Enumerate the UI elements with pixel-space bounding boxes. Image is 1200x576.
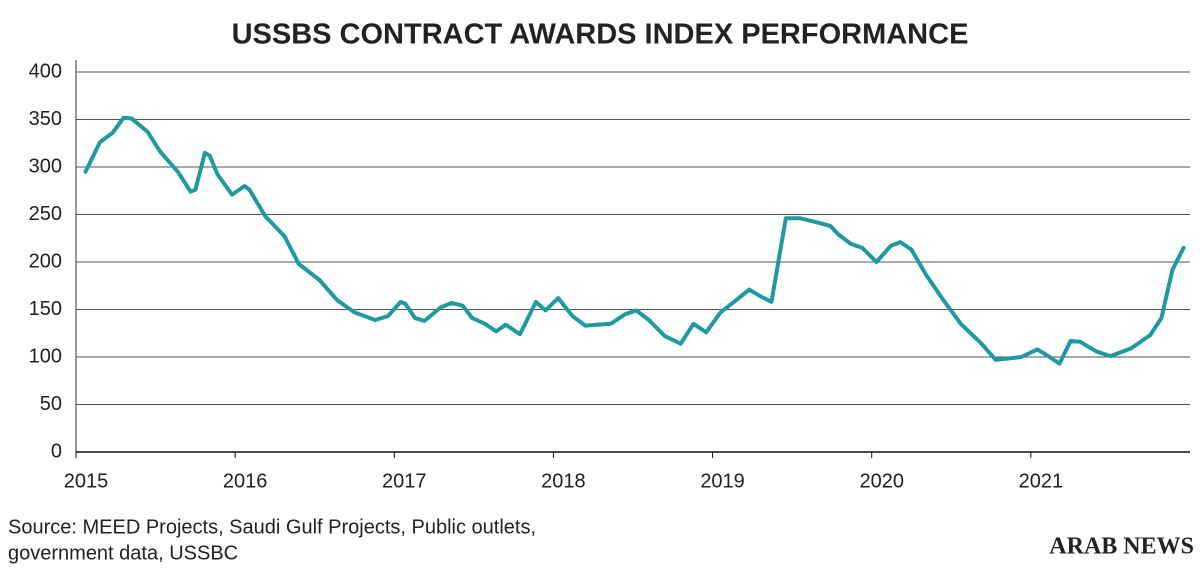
x-tick-label: 2015 <box>64 470 109 492</box>
y-tick-label: 350 <box>29 108 62 130</box>
x-tick-label: 2018 <box>541 470 586 492</box>
x-tick-label: 2020 <box>859 470 904 492</box>
y-tick-label: 100 <box>29 345 62 367</box>
y-tick-label: 50 <box>40 393 62 415</box>
x-tick-label: 2016 <box>223 470 268 492</box>
chart-title: USSBS CONTRACT AWARDS INDEX PERFORMANCE <box>232 19 969 51</box>
y-tick-label: 300 <box>29 155 62 177</box>
y-tick-label: 400 <box>29 60 62 82</box>
logo: ARAB NEWS <box>1049 534 1194 560</box>
x-tick-label: 2017 <box>382 470 427 492</box>
y-tick-label: 200 <box>29 250 62 272</box>
y-tick-label: 250 <box>29 203 62 225</box>
y-tick-label: 0 <box>51 440 62 462</box>
x-tick-label: 2021 <box>1019 470 1064 492</box>
y-tick-label: 150 <box>29 298 62 320</box>
data-line <box>83 115 1186 366</box>
x-tick-label: 2019 <box>700 470 745 492</box>
source-line: government data, USSBC <box>8 542 238 564</box>
source-line: Source: MEED Projects, Saudi Gulf Projec… <box>8 516 536 538</box>
